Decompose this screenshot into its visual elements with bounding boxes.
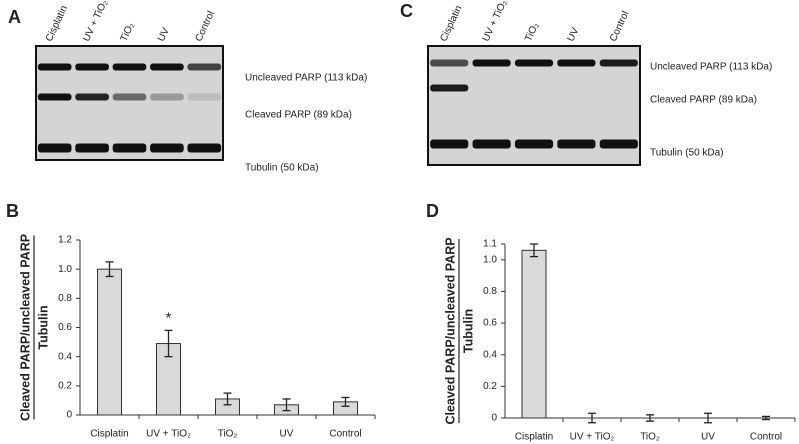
y-axis-title: Cleaved PARP/uncleaved PARP Tubulin — [18, 234, 50, 421]
blot-band — [112, 93, 147, 101]
x-tick-label: Cisplatin — [90, 429, 128, 440]
x-tick-label: UV + TiO₂ — [570, 432, 615, 443]
blot-band — [599, 59, 638, 67]
blot-band — [150, 63, 184, 71]
y-tick-label: 0.8 — [483, 286, 497, 297]
x-tick-label: Cisplatin — [515, 432, 553, 443]
blot-band — [472, 139, 511, 149]
y-axis-title-numerator: Cleaved PARP/uncleaved PARP — [443, 237, 457, 424]
lane-label: Control — [608, 10, 632, 44]
significance-marker: * — [166, 309, 172, 326]
y-tick-label: 1.0 — [58, 264, 72, 275]
x-tick-label: UV — [280, 429, 294, 440]
blot-band — [150, 93, 184, 101]
lane-label: UV — [156, 26, 172, 44]
blot-band — [514, 59, 554, 67]
blot-band — [430, 59, 469, 67]
blot-band — [187, 93, 222, 101]
y-tick-label: 0.4 — [58, 351, 72, 362]
blot-band — [187, 63, 222, 71]
panel-label: A — [8, 7, 21, 27]
x-tick-label: UV — [701, 432, 715, 443]
blot-frame — [35, 45, 224, 161]
y-tick-label: 0.6 — [58, 322, 72, 333]
x-tick-label: TiO₂ — [218, 429, 238, 440]
lane-label: Control — [193, 10, 217, 44]
x-tick-label: TiO₂ — [640, 432, 660, 443]
panel-label: D — [426, 201, 439, 221]
blot-band — [599, 139, 638, 149]
band-label: Tubulin (50 kDa) — [245, 163, 319, 174]
y-axis-title-numerator: Cleaved PARP/uncleaved PARP — [18, 234, 32, 421]
blot-band — [112, 63, 147, 71]
x-tick-label: Control — [750, 432, 782, 443]
x-tick-label: UV + TiO₂ — [146, 429, 191, 440]
y-axis-title-denominator: Tubulin — [461, 309, 475, 353]
blot-band — [75, 63, 109, 71]
band-label: Cleaved PARP (89 kDa) — [245, 110, 352, 121]
x-tick-label: Control — [329, 429, 361, 440]
lane-label: UV + TiO₂ — [81, 0, 110, 43]
lane-label: TiO₂ — [523, 21, 541, 44]
blot-band — [37, 143, 72, 153]
blot-band — [37, 63, 72, 71]
band-label: Cleaved PARP (89 kDa) — [650, 95, 757, 106]
y-tick-label: 0.2 — [483, 381, 497, 392]
blot-band — [430, 139, 469, 149]
lane-label: UV + TiO₂ — [481, 0, 510, 43]
y-tick-label: 0.6 — [483, 318, 497, 329]
y-tick-label: 0.4 — [483, 349, 497, 360]
blot-band — [430, 84, 469, 92]
y-axis-title-denominator: Tubulin — [36, 305, 50, 349]
panel-label: B — [6, 201, 19, 221]
y-tick-label: 1.2 — [58, 235, 72, 246]
blot-band — [187, 143, 222, 153]
y-tick-label: 1.1 — [483, 239, 497, 250]
blot-band — [112, 143, 147, 153]
blot-band — [150, 143, 184, 153]
band-label: Tubulin (50 kDa) — [650, 148, 724, 159]
y-tick-label: 0 — [66, 410, 72, 421]
blot-band — [514, 139, 554, 149]
blot-band — [472, 59, 511, 67]
lane-label: UV — [566, 26, 582, 44]
bar — [97, 268, 122, 416]
blot-band — [557, 59, 596, 67]
lane-label: Cisplatin — [44, 4, 70, 43]
y-tick-label: 0.2 — [58, 380, 72, 391]
lane-label: Cisplatin — [438, 4, 464, 43]
lane-label: TiO₂ — [119, 21, 137, 44]
y-tick-label: 0 — [491, 413, 497, 424]
blot-band — [557, 139, 596, 149]
blot-band — [37, 93, 72, 101]
y-axis-title: Cleaved PARP/uncleaved PARP Tubulin — [443, 237, 475, 424]
band-label: Uncleaved PARP (113 kDa) — [650, 62, 772, 73]
blot-band — [75, 143, 109, 153]
panel-label: C — [400, 1, 413, 21]
blot-band — [75, 93, 109, 101]
y-tick-label: 0.8 — [58, 293, 72, 304]
y-tick-label: 1.0 — [483, 254, 497, 265]
band-label: Uncleaved PARP (113 kDa) — [245, 73, 367, 84]
bar — [521, 249, 547, 419]
